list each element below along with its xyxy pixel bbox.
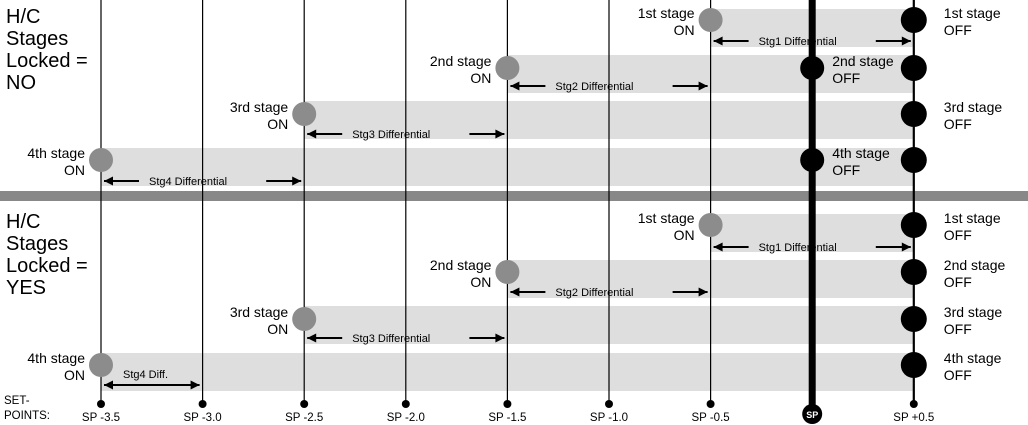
stage-off-label: 3rd stage (944, 99, 1003, 115)
stage-off-label: 2nd stage (832, 53, 894, 69)
differential-label: Stg4 Differential (149, 176, 227, 188)
stage-off-state: OFF (944, 116, 972, 132)
stage-on-label: 3rd stage (230, 304, 289, 320)
stage-on-marker (495, 260, 520, 284)
stage-on-state: ON (64, 367, 85, 383)
differential-label: Stg2 Differential (555, 81, 633, 93)
setpoint-label: SP -3.5 (82, 412, 120, 424)
stage-on-state: ON (470, 70, 491, 86)
stage-off-marker (900, 55, 927, 81)
stage-off-marker (900, 259, 927, 285)
panel-title-line: Locked = (6, 50, 88, 72)
setpoint-dot (706, 400, 715, 408)
differential-label: Stg3 Differential (352, 129, 430, 141)
stage-on-marker (495, 56, 520, 80)
stage-off-label: 2nd stage (944, 257, 1006, 273)
stage-off-state: OFF (944, 274, 972, 290)
setpoints-caption: SET- (4, 395, 30, 407)
stage-on-marker (89, 353, 113, 377)
stage-on-state: ON (267, 116, 288, 132)
stage-on-state: ON (64, 162, 85, 178)
setpoint-dot (909, 400, 918, 408)
stage-off-label: 4th stage (832, 145, 890, 161)
differential-label: Stg2 Differential (555, 287, 633, 299)
setpoint-dot (503, 400, 512, 408)
stage-off-state: OFF (944, 22, 972, 38)
stage-off-marker-sp (800, 56, 825, 80)
stage-on-state: ON (674, 227, 695, 243)
stage-off-label: 1st stage (944, 5, 1001, 21)
stage-off-marker (900, 147, 927, 173)
stage-off-state: OFF (944, 227, 972, 243)
stage-off-marker-sp (800, 148, 825, 172)
stage-on-marker (698, 213, 723, 237)
stage-off-state: OFF (944, 321, 972, 337)
setpoint-label: SP (806, 410, 818, 420)
stage-on-marker (292, 102, 317, 126)
panel-divider-bar (0, 191, 1028, 201)
stage-on-label: 1st stage (638, 5, 695, 21)
differential-label: Stg1 Differential (759, 36, 837, 48)
setpoint-dot (97, 400, 105, 408)
stage-off-state: OFF (944, 367, 972, 383)
stage-off-marker (900, 352, 927, 378)
setpoint-label: SP -2.5 (285, 412, 323, 424)
setpoint-label: SP -0.5 (692, 412, 730, 424)
stage-off-marker (900, 212, 927, 238)
panel-title-line: NO (6, 72, 36, 94)
stage-on-label: 2nd stage (430, 257, 492, 273)
differential-arrows (104, 36, 911, 390)
stage-on-label: 4th stage (27, 350, 85, 366)
diagram-labels: Stg1 Differential Stg2 Differential Stg3 D… (6, 5, 1006, 383)
stage-off-state: OFF (832, 162, 860, 178)
stage-on-marker (89, 148, 113, 172)
stage-off-label: 4th stage (944, 350, 1002, 366)
panel-title-line: H/C (6, 6, 40, 28)
differential-label: Stg3 Differential (352, 333, 430, 345)
differential-label: Stg1 Differential (759, 242, 837, 254)
stage-off-label: 1st stage (944, 210, 1001, 226)
setpoint-dot (605, 400, 613, 408)
stage-on-label: 1st stage (638, 210, 695, 226)
stage-off-state: OFF (832, 70, 860, 86)
stage-on-label: 2nd stage (430, 53, 492, 69)
setpoint-label: SP -1.0 (590, 412, 628, 424)
setpoint-dot (401, 400, 410, 408)
stage-on-state: ON (674, 22, 695, 38)
setpoint-label: SP -3.0 (184, 412, 222, 424)
setpoint-label: SP +0.5 (893, 412, 934, 424)
setpoint-dot (198, 400, 207, 408)
setpoint-dot (300, 400, 309, 408)
panel-title-line: Locked = (6, 255, 88, 277)
setpoint-dot-main (802, 404, 823, 424)
stage-off-marker (900, 306, 927, 332)
stage-off-label: 3rd stage (944, 304, 1003, 320)
setpoints-caption: POINTS: (4, 410, 50, 422)
panel-divider (0, 191, 1028, 201)
stage-off-marker (900, 7, 927, 33)
setpoint-axis: SP -3.5 SP -3.0 SP -2.5 SP -2.0 SP -1.5 SP -1… (4, 395, 934, 424)
panel-title-line: Stages (6, 233, 68, 255)
panel-title-line: YES (6, 277, 46, 299)
stage-markers (89, 7, 927, 378)
panel-title-line: H/C (6, 211, 40, 233)
stage-on-marker (292, 307, 317, 331)
setpoint-label: SP -2.0 (387, 412, 425, 424)
stage-on-state: ON (470, 274, 491, 290)
stage-off-marker (900, 101, 927, 127)
stage-on-state: ON (267, 321, 288, 337)
stage-on-label: 3rd stage (230, 99, 289, 115)
differential-label: Stg4 Diff. (123, 369, 168, 381)
stage-on-marker (698, 8, 723, 32)
panel-title-line: Stages (6, 28, 68, 50)
stage-on-label: 4th stage (27, 145, 85, 161)
setpoint-label: SP -1.5 (488, 412, 526, 424)
